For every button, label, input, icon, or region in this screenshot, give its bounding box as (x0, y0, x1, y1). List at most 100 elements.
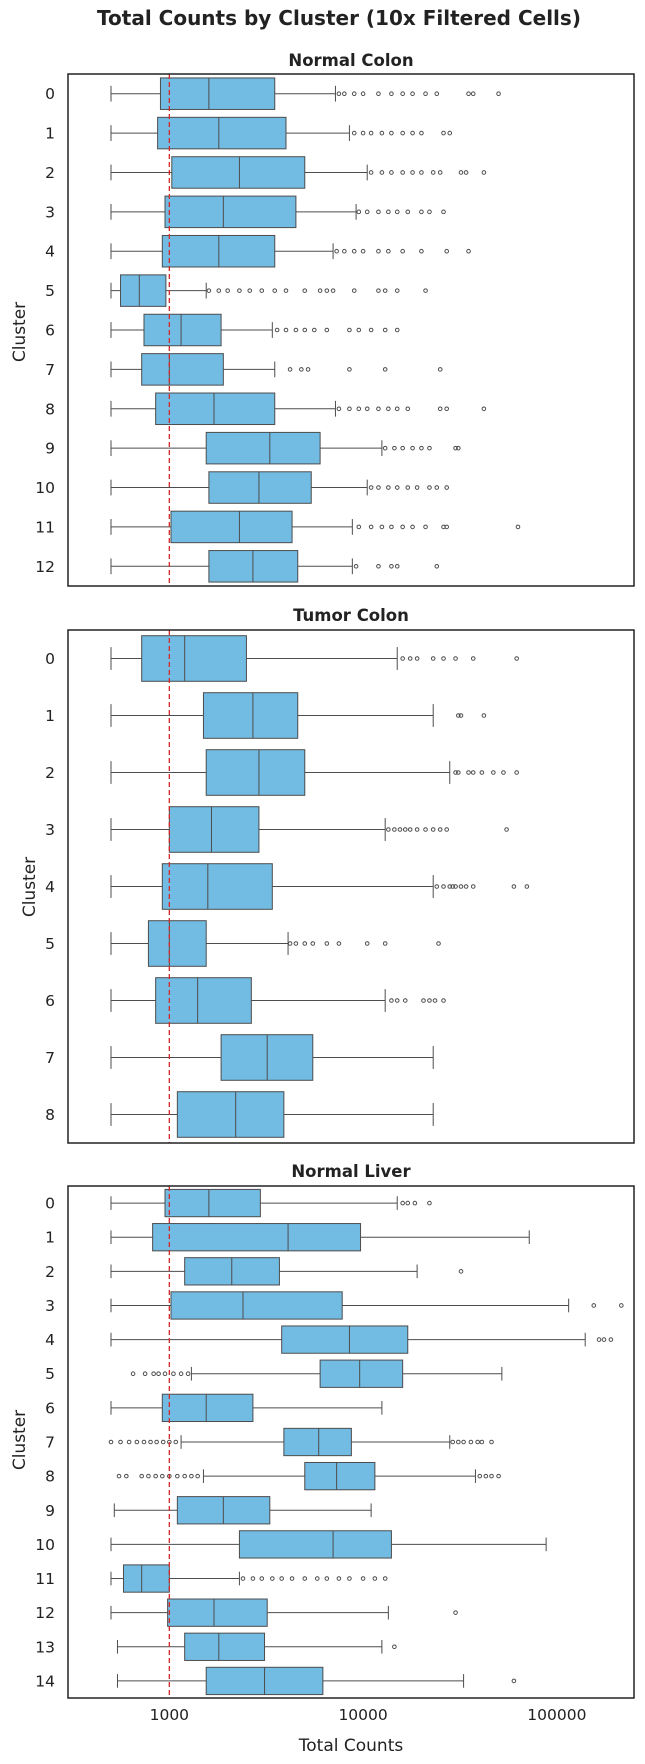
outlier-point (405, 1200, 411, 1206)
outlier-point (441, 209, 446, 215)
outlier-point (299, 367, 304, 372)
outlier-point (386, 827, 391, 832)
outlier-point (470, 770, 476, 775)
cluster-6-box (110, 977, 446, 1024)
iqr-box (171, 156, 306, 189)
outlier-point (456, 770, 461, 775)
outlier-point (423, 288, 428, 293)
outlier-point (386, 406, 391, 412)
cluster-5-box (110, 274, 428, 307)
outlier-point (437, 367, 443, 372)
outlier-point (274, 327, 280, 333)
outlier-point (364, 406, 370, 412)
outlier-point (456, 1439, 461, 1445)
outlier-point (402, 827, 408, 832)
outlier-point (364, 209, 370, 215)
x-tick-label: 100000 (527, 1706, 586, 1724)
outlier-point (430, 170, 436, 175)
cluster-3-box (110, 195, 446, 229)
outlier-point (336, 1576, 342, 1581)
cluster-1-box (110, 116, 453, 150)
outlier-point (124, 1473, 129, 1479)
y-tick-label: 3 (45, 1297, 55, 1315)
cluster-7-box (110, 1034, 434, 1081)
outlier-point (434, 91, 440, 96)
y-tick-label: 7 (45, 361, 55, 379)
cluster-11-box (110, 1564, 388, 1593)
outlier-point (175, 1473, 180, 1479)
outlier-point (514, 656, 519, 661)
iqr-box (176, 1091, 285, 1138)
outlier-point (270, 1576, 275, 1581)
panel-tumor-colon: Tumor Colon Cluster 0 1 2 3 4 5 6 7 8 (20, 606, 635, 1144)
iqr-box (304, 1461, 376, 1491)
y-tick-label: 0 (45, 650, 55, 668)
outlier-point (481, 713, 487, 718)
outlier-point (410, 170, 415, 175)
outlier-point (289, 1576, 295, 1581)
outlier-point (437, 406, 443, 412)
y-tick-label: 11 (35, 1570, 55, 1588)
iqr-box (161, 863, 273, 910)
outlier-point (347, 327, 352, 333)
outlier-point (250, 1576, 256, 1581)
outlier-point (368, 130, 374, 136)
x-tick-label: 1000 (150, 1706, 189, 1724)
outlier-point (389, 170, 394, 175)
outlier-point (456, 713, 461, 718)
iqr-box (283, 1427, 352, 1457)
outlier-point (608, 1337, 614, 1342)
outlier-point (336, 941, 342, 946)
outlier-point (351, 248, 357, 254)
outlier-point (353, 564, 359, 569)
outlier-point (524, 884, 530, 889)
outlier-point (427, 445, 432, 451)
outlier-point (461, 1439, 466, 1445)
outlier-point (386, 248, 391, 254)
outlier-point (458, 1269, 464, 1274)
outlier-point (489, 1439, 494, 1445)
cluster-5-box (130, 1359, 503, 1388)
outlier-point (392, 445, 397, 451)
outlier-point (351, 130, 357, 136)
outlier-point (185, 1371, 191, 1377)
y-tick-label: 5 (45, 282, 55, 300)
cluster-4-box (110, 1325, 614, 1354)
cluster-3-box (110, 1291, 624, 1320)
outlier-point (310, 941, 316, 946)
outlier-point (400, 170, 405, 175)
outlier-point (450, 1439, 456, 1445)
outlier-point (148, 1439, 153, 1445)
cluster-2-box (110, 749, 519, 796)
outlier-point (324, 1576, 330, 1581)
outlier-point (394, 209, 400, 215)
y-tick-label: 2 (45, 764, 55, 782)
outlier-point (458, 170, 464, 175)
outlier-point (427, 209, 432, 215)
outlier-point (400, 445, 405, 451)
outlier-point (394, 998, 400, 1003)
outlier-point (481, 406, 487, 412)
outlier-point (496, 91, 501, 96)
y-tick-label: 4 (45, 243, 55, 261)
iqr-box (122, 1564, 170, 1593)
iqr-box (208, 471, 312, 504)
outlier-point (360, 91, 366, 96)
outlier-point (392, 1644, 397, 1650)
figure-title: Total Counts by Cluster (10x Filtered Ce… (97, 6, 581, 30)
outlier-point (154, 1439, 159, 1445)
cluster-11-box (110, 510, 521, 544)
outlier-point (389, 998, 394, 1003)
outlier-point (126, 1439, 132, 1445)
y-tick-label: 8 (45, 1106, 55, 1124)
outlier-point (160, 1439, 166, 1445)
outlier-point (283, 288, 289, 293)
outlier-point (466, 91, 471, 96)
outlier-point (379, 524, 385, 530)
outlier-point (453, 884, 458, 889)
outlier-point (376, 209, 381, 215)
outlier-point (410, 91, 415, 96)
outlier-point (178, 1371, 184, 1377)
x-axis-label: Total Counts (298, 1736, 404, 1756)
y-tick-label: 6 (45, 322, 55, 340)
